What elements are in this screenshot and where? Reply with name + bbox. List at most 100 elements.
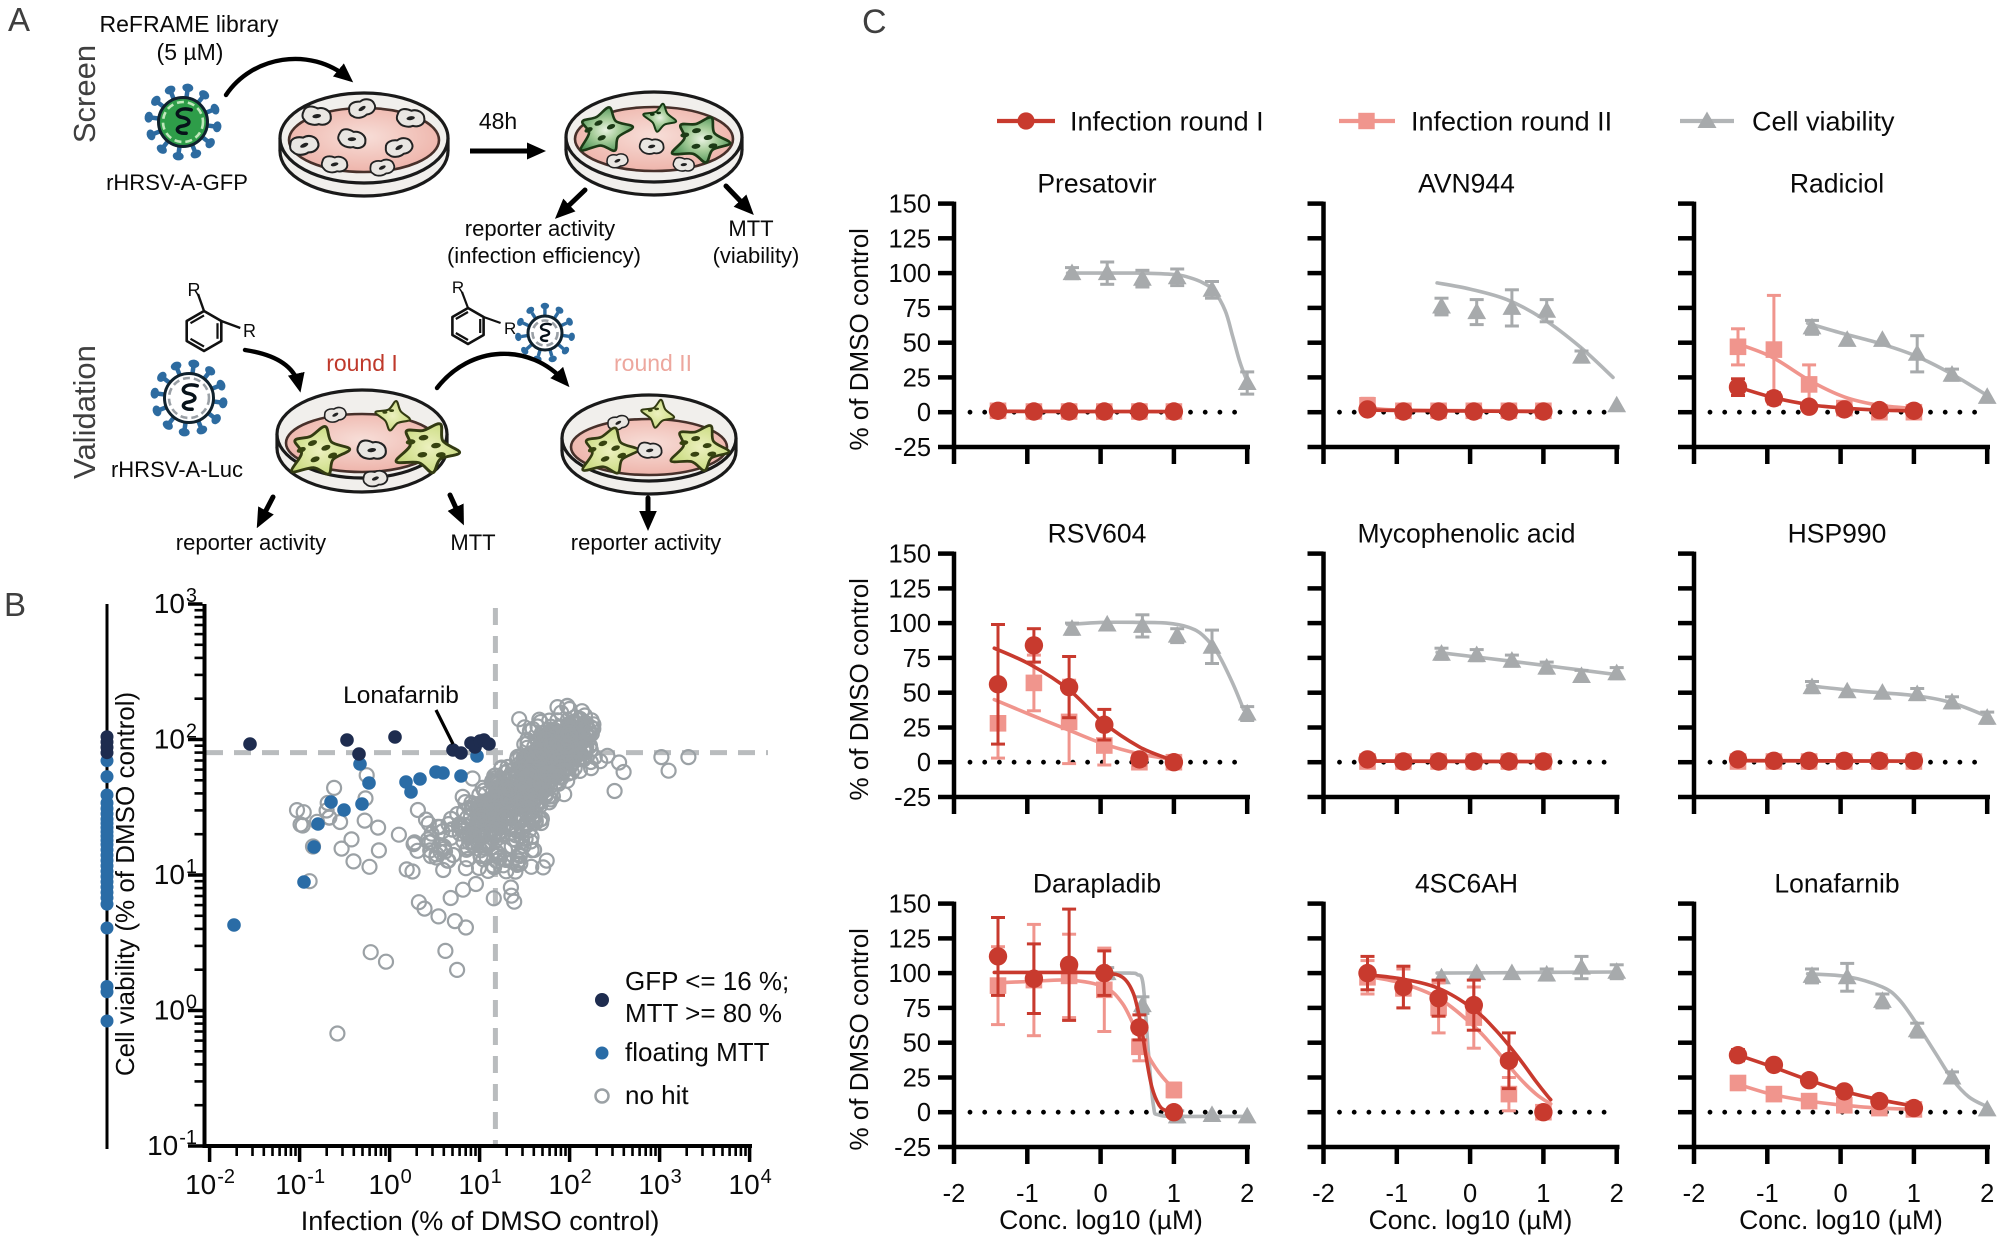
svg-text:Lonafarnib: Lonafarnib <box>343 682 459 709</box>
svg-text:RSV604: RSV604 <box>1048 519 1147 549</box>
svg-text:10: 10 <box>154 859 185 890</box>
svg-text:10: 10 <box>549 1169 580 1200</box>
svg-text:25: 25 <box>903 715 931 743</box>
svg-text:AVN944: AVN944 <box>1418 169 1515 199</box>
svg-text:10: 10 <box>154 588 185 619</box>
svg-text:50: 50 <box>903 680 931 708</box>
svg-text:0: 0 <box>1094 1180 1108 1208</box>
svg-text:1: 1 <box>186 856 197 878</box>
svg-text:R: R <box>452 278 464 297</box>
svg-text:0: 0 <box>917 749 931 777</box>
svg-text:Infection (% of DMSO control): Infection (% of DMSO control) <box>301 1206 660 1236</box>
svg-text:R: R <box>243 321 256 341</box>
svg-text:ReFRAME library: ReFRAME library <box>100 11 279 37</box>
svg-text:Darapladib: Darapladib <box>1033 869 1161 899</box>
svg-text:75: 75 <box>903 995 931 1023</box>
svg-text:-1: -1 <box>179 1127 197 1149</box>
svg-text:R: R <box>504 319 516 338</box>
svg-text:50: 50 <box>903 1030 931 1058</box>
svg-text:B: B <box>4 586 26 623</box>
svg-text:Cell viability: Cell viability <box>1752 107 1895 137</box>
svg-text:150: 150 <box>888 891 931 919</box>
svg-text:4SC6AH: 4SC6AH <box>1415 869 1518 899</box>
svg-text:Presatovir: Presatovir <box>1037 169 1156 199</box>
svg-text:150: 150 <box>888 191 931 219</box>
svg-text:150: 150 <box>888 541 931 569</box>
svg-text:Conc. log10 (µM): Conc. log10 (µM) <box>1739 1205 1943 1235</box>
svg-text:10: 10 <box>369 1169 400 1200</box>
svg-text:10: 10 <box>185 1169 216 1200</box>
svg-text:2: 2 <box>1240 1180 1254 1208</box>
svg-text:(5 µM): (5 µM) <box>157 39 224 65</box>
svg-text:100: 100 <box>888 260 931 288</box>
svg-text:reporter activity: reporter activity <box>176 530 326 555</box>
svg-text:-25: -25 <box>894 434 931 462</box>
svg-text:0: 0 <box>917 1099 931 1127</box>
svg-text:10: 10 <box>729 1169 760 1200</box>
svg-text:no hit: no hit <box>625 1080 689 1110</box>
svg-text:125: 125 <box>888 925 931 953</box>
svg-text:(infection efficiency): (infection efficiency) <box>447 243 641 268</box>
svg-text:-1: -1 <box>1756 1180 1779 1208</box>
svg-text:-25: -25 <box>894 1134 931 1162</box>
svg-text:-1: -1 <box>1016 1180 1039 1208</box>
svg-text:% of DMSO control: % of DMSO control <box>844 228 874 451</box>
svg-text:-1: -1 <box>307 1166 325 1188</box>
svg-text:3: 3 <box>186 585 197 607</box>
svg-text:2: 2 <box>1980 1180 1994 1208</box>
svg-text:Infection round I: Infection round I <box>1070 107 1264 137</box>
svg-text:1: 1 <box>1167 1180 1181 1208</box>
svg-text:round II: round II <box>614 350 692 376</box>
svg-text:-2: -2 <box>943 1180 966 1208</box>
svg-text:Screen: Screen <box>67 45 102 143</box>
svg-text:Radiciol: Radiciol <box>1790 169 1884 199</box>
svg-text:-1: -1 <box>1385 1180 1408 1208</box>
svg-text:rHRSV-A-GFP: rHRSV-A-GFP <box>106 170 248 195</box>
svg-text:reporter activity: reporter activity <box>571 530 721 555</box>
svg-text:% of DMSO control: % of DMSO control <box>844 578 874 801</box>
svg-text:0: 0 <box>917 399 931 427</box>
svg-text:10: 10 <box>147 1130 178 1161</box>
svg-text:Lonafarnib: Lonafarnib <box>1774 869 1899 899</box>
svg-text:round I: round I <box>326 350 398 376</box>
svg-text:1: 1 <box>1536 1180 1550 1208</box>
svg-text:4: 4 <box>761 1166 772 1188</box>
svg-text:(viability): (viability) <box>713 243 800 268</box>
svg-text:% of DMSO control: % of DMSO control <box>844 928 874 1151</box>
svg-text:100: 100 <box>888 610 931 638</box>
svg-text:48h: 48h <box>479 108 517 134</box>
svg-text:reporter activity: reporter activity <box>465 216 615 241</box>
svg-text:25: 25 <box>903 364 931 392</box>
svg-text:10: 10 <box>275 1169 306 1200</box>
svg-text:1: 1 <box>1907 1180 1921 1208</box>
svg-text:MTT: MTT <box>450 530 495 555</box>
svg-text:0: 0 <box>401 1166 412 1188</box>
svg-text:2: 2 <box>186 721 197 743</box>
svg-text:Mycophenolic acid: Mycophenolic acid <box>1357 519 1575 549</box>
svg-text:GFP <= 16 %;: GFP <= 16 %; <box>625 966 789 996</box>
svg-text:Validation: Validation <box>67 345 102 479</box>
svg-text:Conc. log10 (µM): Conc. log10 (µM) <box>999 1205 1203 1235</box>
svg-text:0: 0 <box>186 992 197 1014</box>
svg-text:Conc. log10 (µM): Conc. log10 (µM) <box>1369 1205 1573 1235</box>
svg-text:3: 3 <box>671 1166 682 1188</box>
svg-text:Infection round II: Infection round II <box>1411 107 1612 137</box>
svg-text:25: 25 <box>903 1065 931 1093</box>
svg-text:-2: -2 <box>1312 1180 1335 1208</box>
svg-text:R: R <box>188 280 201 300</box>
svg-text:-2: -2 <box>217 1166 235 1188</box>
svg-text:rHRSV-A-Luc: rHRSV-A-Luc <box>111 457 243 482</box>
svg-text:MTT: MTT <box>728 216 773 241</box>
svg-text:floating MTT: floating MTT <box>625 1037 770 1067</box>
svg-text:C: C <box>862 3 887 41</box>
svg-text:MTT >= 80 %: MTT >= 80 % <box>625 998 782 1028</box>
svg-text:50: 50 <box>903 330 931 358</box>
svg-text:125: 125 <box>888 225 931 253</box>
svg-text:10: 10 <box>154 995 185 1026</box>
svg-text:A: A <box>8 1 30 38</box>
svg-text:HSP990: HSP990 <box>1788 519 1887 549</box>
svg-text:10: 10 <box>639 1169 670 1200</box>
svg-text:100: 100 <box>888 960 931 988</box>
svg-text:Cell viability (% of DMSO cont: Cell viability (% of DMSO control) <box>110 692 140 1076</box>
svg-text:-25: -25 <box>894 784 931 812</box>
